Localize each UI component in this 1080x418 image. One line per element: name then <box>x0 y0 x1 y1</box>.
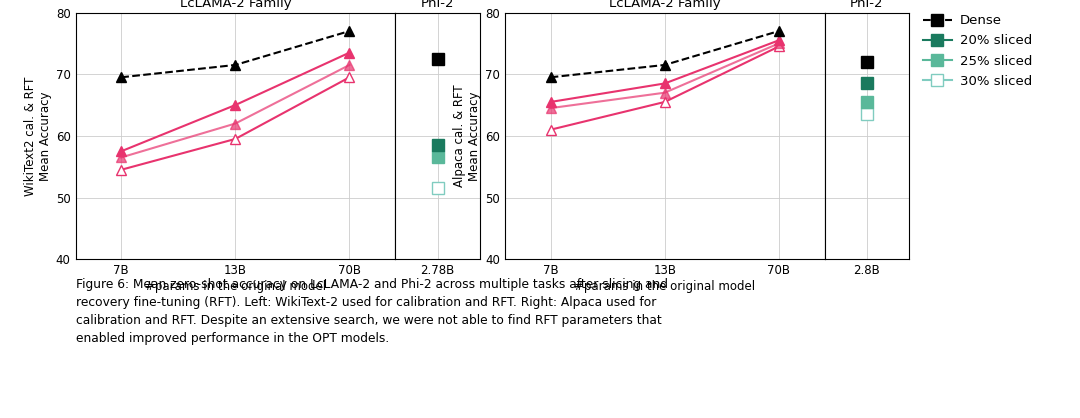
Text: Figure 6: Mean zero-shot accuracy on LᴄLAMA-2 and Phi-2 across multiple tasks af: Figure 6: Mean zero-shot accuracy on LᴄL… <box>76 278 667 345</box>
Y-axis label: WikiText2 cal. & RFT
Mean Accuracy: WikiText2 cal. & RFT Mean Accuracy <box>24 76 52 196</box>
Legend: Dense, 20% sliced, 25% sliced, 30% sliced: Dense, 20% sliced, 25% sliced, 30% slice… <box>922 14 1032 88</box>
Title: LᴄLAMA-2 Family: LᴄLAMA-2 Family <box>609 0 720 10</box>
Title: LᴄLAMA-2 Family: LᴄLAMA-2 Family <box>179 0 292 10</box>
Y-axis label: Alpaca cal. & RFT
Mean Accuracy: Alpaca cal. & RFT Mean Accuracy <box>454 84 481 187</box>
X-axis label: #params in the original model: #params in the original model <box>575 280 755 293</box>
X-axis label: #params in the original model: #params in the original model <box>145 280 326 293</box>
Title: Phi-2: Phi-2 <box>421 0 455 10</box>
Title: Phi-2: Phi-2 <box>850 0 883 10</box>
